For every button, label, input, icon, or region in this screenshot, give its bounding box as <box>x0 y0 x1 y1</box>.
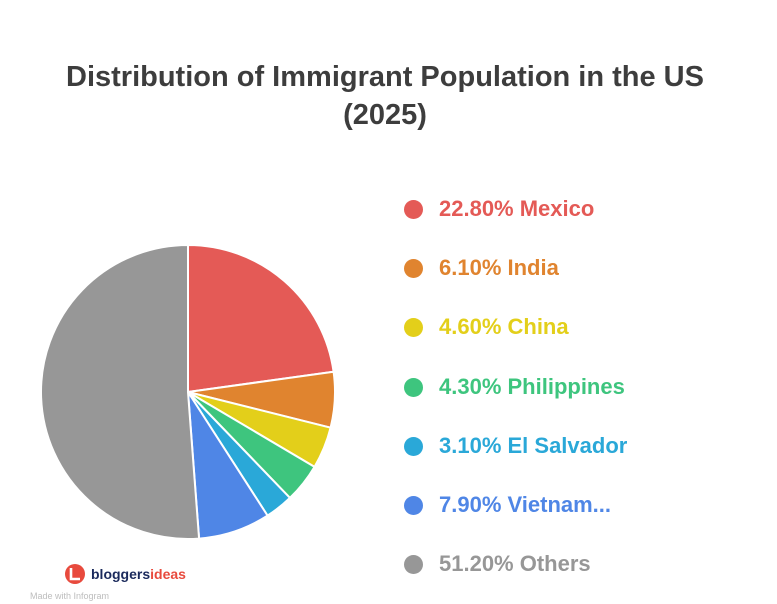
brand-logo: bloggersideas <box>64 563 186 585</box>
legend-item: 22.80% Mexico <box>404 190 627 249</box>
legend-dot-icon <box>404 259 423 279</box>
legend-label: 4.60% China <box>439 314 569 340</box>
brand-logo-text-part-2: ideas <box>150 566 186 582</box>
pie-slice-others <box>39 244 201 540</box>
legend-item: 7.90% Vietnam... <box>404 486 627 545</box>
legend-dot-icon <box>404 377 423 397</box>
legend-dot-icon <box>404 555 423 575</box>
legend-item: 6.10% India <box>404 249 627 308</box>
chart-title-line-2: (2025) <box>343 99 427 131</box>
legend-dot-icon <box>404 436 423 456</box>
legend-label: 6.10% India <box>439 255 559 281</box>
brand-logo-text-part-1: bloggers <box>91 566 151 582</box>
legend-item: 4.60% China <box>404 308 627 367</box>
chart-title: Distribution of Immigrant Population in … <box>0 58 770 134</box>
pie-slice-mexico <box>187 244 335 393</box>
chart-legend: 22.80% Mexico 6.10% India 4.60% China 4.30%… <box>404 190 627 604</box>
brand-logo-text: bloggersideas <box>91 564 186 584</box>
legend-dot-icon <box>404 200 423 219</box>
legend-label: 22.80% Mexico <box>439 196 595 221</box>
legend-dot-icon <box>404 495 423 515</box>
footer-note: Made with Infogram <box>30 591 110 601</box>
legend-label: 51.20% Others <box>439 551 591 577</box>
legend-item: 3.10% El Salvador <box>404 427 627 486</box>
chart-title-line-1: Distribution of Immigrant Population in … <box>66 61 704 93</box>
brand-logo-icon <box>65 564 85 584</box>
legend-label: 4.30% Philippines <box>439 373 625 399</box>
legend-dot-icon <box>404 318 423 338</box>
legend-item: 51.20% Others <box>404 545 627 604</box>
legend-item: 4.30% Philippines <box>404 368 627 427</box>
legend-label: 3.10% El Salvador <box>439 432 628 458</box>
legend-label: 7.90% Vietnam... <box>439 491 612 517</box>
